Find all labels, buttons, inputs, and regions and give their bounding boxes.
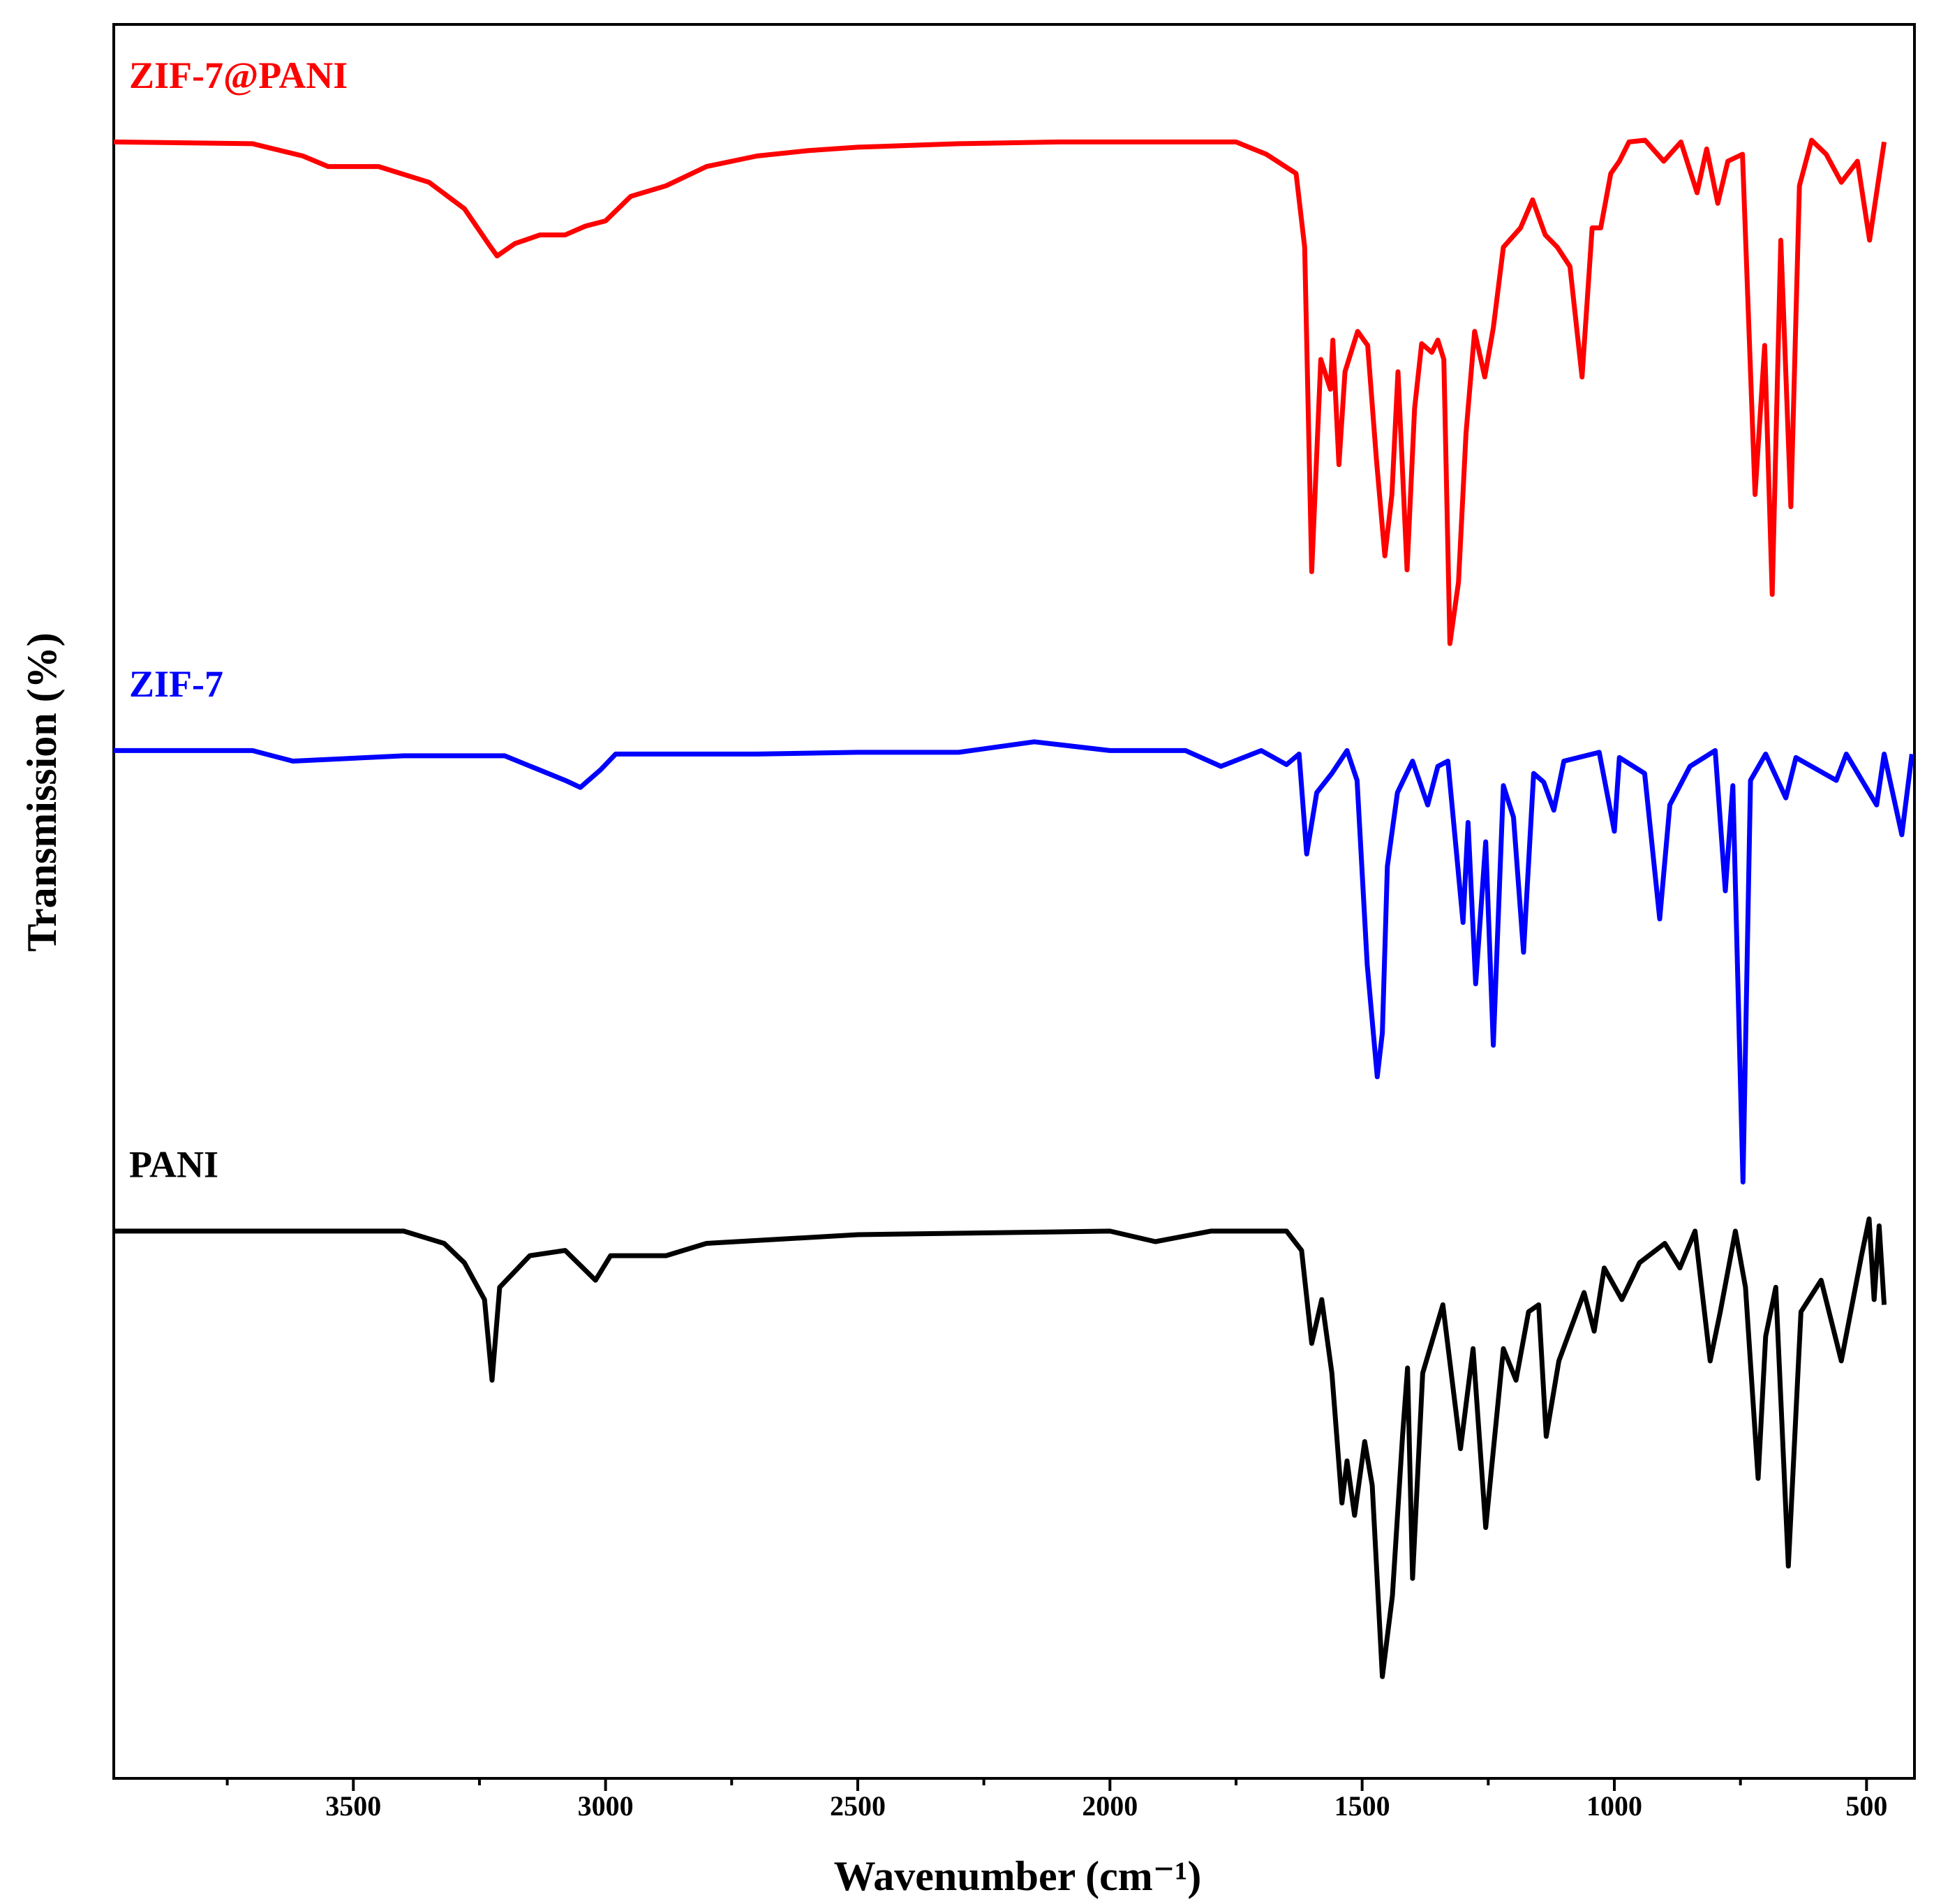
x-tick-label: 2500	[830, 1790, 886, 1822]
spectrum-line	[113, 137, 1887, 646]
series-label: ZIF-7	[129, 663, 223, 705]
spectrum-line	[114, 739, 1914, 1185]
x-tick-label: 3000	[578, 1790, 634, 1822]
series-label: PANI	[129, 1143, 218, 1185]
x-tick-label: 2000	[1082, 1790, 1138, 1822]
x-tick-label: 500	[1845, 1790, 1887, 1822]
x-tick-label: 3500	[325, 1790, 381, 1822]
plot-frame	[112, 23, 1916, 1780]
x-tick-label: 1500	[1334, 1790, 1390, 1822]
x-axis-title: Wavenumber (cm⁻¹)	[834, 1853, 1202, 1899]
x-tick-label: 1000	[1586, 1790, 1642, 1822]
y-axis-title: Transmission (%)	[19, 632, 65, 951]
spectrum-line	[114, 1216, 1887, 1679]
series-label: ZIF-7@PANI	[129, 54, 348, 96]
